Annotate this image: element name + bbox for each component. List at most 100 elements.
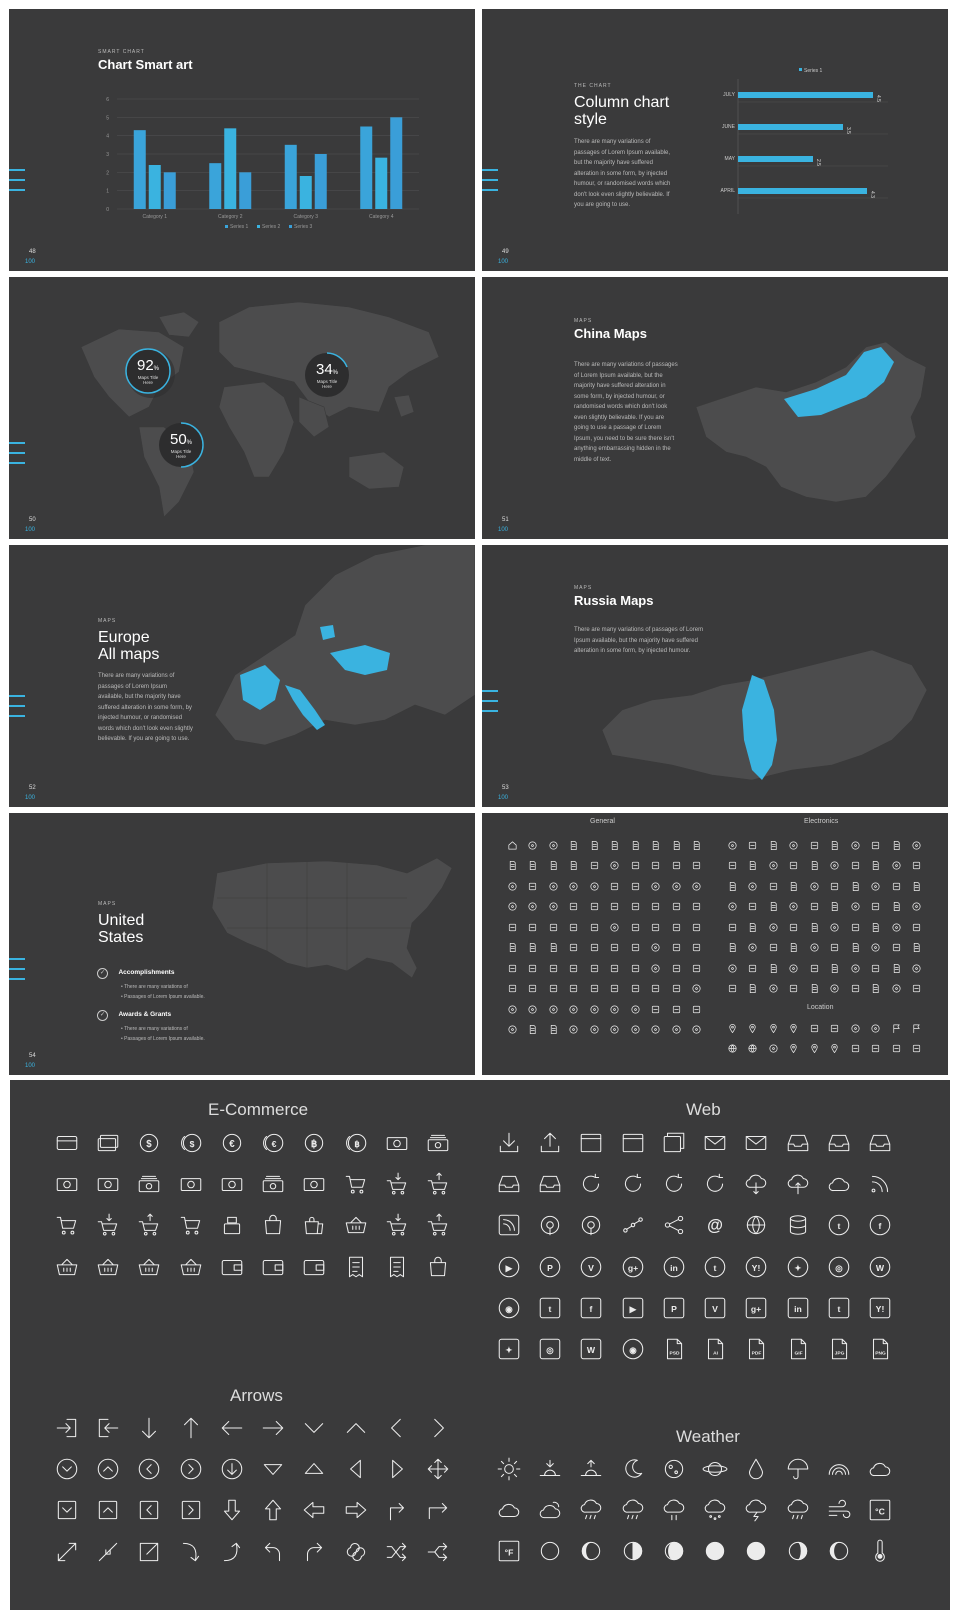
weather-drop-icon xyxy=(736,1448,777,1489)
arrows-title: Arrows xyxy=(230,1386,283,1405)
arrows-c-up-icon xyxy=(87,1448,128,1489)
slide-51[interactable]: MAPS China Maps There are many variation… xyxy=(482,277,948,539)
electronics-gen-doc-icon xyxy=(886,897,907,918)
y-tick-label: 6 xyxy=(106,97,109,103)
web-download-icon xyxy=(488,1122,529,1163)
y-tick-label: 5 xyxy=(106,115,109,121)
arrows-c-a-down-icon xyxy=(211,1448,252,1489)
web-db-icon xyxy=(777,1205,818,1246)
general-gen-circle-icon xyxy=(564,876,585,897)
electronics-gen-doc-icon xyxy=(743,979,764,1000)
web-refresh-icon xyxy=(694,1163,735,1204)
electronics-gen-square-icon xyxy=(804,958,825,979)
svg-text:P: P xyxy=(671,1304,677,1314)
svg-text:PSD: PSD xyxy=(669,1351,679,1357)
location-icon-grid xyxy=(722,1018,927,1059)
slide-kicker: MAPS xyxy=(98,618,117,624)
slide-title: Russia Maps xyxy=(574,593,654,608)
general-gen-square-icon xyxy=(666,917,687,938)
electronics-gen-square-icon xyxy=(886,876,907,897)
electronics-gen-doc-icon xyxy=(886,835,907,856)
value-label: 2.5 xyxy=(815,159,821,166)
slide-53[interactable]: MAPS Russia Maps There are many variatio… xyxy=(482,545,948,807)
electronics-gen-square-icon xyxy=(804,897,825,918)
web-social-square-icon: in xyxy=(777,1287,818,1328)
electronics-gen-circle-icon xyxy=(722,835,743,856)
ecommerce-basket-icon xyxy=(129,1246,170,1287)
slide-title: Chart Smart art xyxy=(98,57,193,72)
svg-text:in: in xyxy=(794,1304,802,1314)
general-gen-doc-icon xyxy=(543,856,564,877)
page-number: 49 xyxy=(502,249,509,255)
stat-circle-3-text: 50% Maps Title Here xyxy=(169,431,193,459)
general-gen-square-icon xyxy=(687,917,708,938)
slide-55[interactable]: General Electronics Location xyxy=(482,813,948,1075)
arrows-sq-up-icon xyxy=(87,1490,128,1531)
arrows-a-up-icon xyxy=(170,1407,211,1448)
electronics-gen-square-icon xyxy=(784,979,805,1000)
slide-kicker: MAPS xyxy=(574,318,593,324)
electronics-gen-square-icon xyxy=(743,835,764,856)
ecommerce-cart-up-icon xyxy=(418,1205,459,1246)
general-gen-house-icon xyxy=(502,835,523,856)
location-globe-icon xyxy=(743,1039,764,1060)
electronics-gen-circle-icon xyxy=(743,938,764,959)
location-gen-circle-icon xyxy=(763,1039,784,1060)
electronics-gen-doc-icon xyxy=(763,897,784,918)
arrows-fat-up-icon xyxy=(252,1490,293,1531)
svg-text:t: t xyxy=(838,1304,841,1314)
web-file-icon: AI xyxy=(694,1328,735,1369)
arrows-chev-up-icon xyxy=(335,1407,376,1448)
svg-text:W: W xyxy=(876,1262,885,1272)
web-social-square-icon: t xyxy=(529,1287,570,1328)
general-gen-square-icon xyxy=(584,958,605,979)
svg-text:f: f xyxy=(590,1304,593,1314)
general-gen-circle-icon xyxy=(502,999,523,1020)
arrows-fat-right-icon xyxy=(335,1490,376,1531)
svg-text:t: t xyxy=(548,1304,551,1314)
bar xyxy=(738,124,843,130)
web-refresh-icon xyxy=(571,1163,612,1204)
svg-text:f: f xyxy=(879,1221,882,1231)
general-gen-square-icon xyxy=(687,938,708,959)
svg-text:g+: g+ xyxy=(627,1262,637,1272)
arrows-a-right-icon xyxy=(252,1407,293,1448)
slide-52[interactable]: MAPS Europe All maps There are many vari… xyxy=(9,545,475,807)
web-nodes-icon xyxy=(612,1205,653,1246)
slide-54[interactable]: MAPS United States ✓ Accomplishments • T… xyxy=(9,813,475,1075)
electronics-gen-square-icon xyxy=(866,958,887,979)
general-gen-doc-icon xyxy=(543,938,564,959)
slide-48[interactable]: SMART CHART Chart Smart art 0 1 2 3 4 5 6 Categ… xyxy=(9,9,475,271)
slide-50[interactable]: 92% Maps Title Here 34% Maps Title Here … xyxy=(9,277,475,539)
electronics-gen-square-icon xyxy=(907,979,928,1000)
arrows-tri-down-icon xyxy=(252,1448,293,1489)
general-gen-square-icon xyxy=(646,999,667,1020)
ecommerce-cart-down-icon xyxy=(376,1205,417,1246)
page-number: 54 xyxy=(29,1053,36,1059)
location-gen-circle-icon xyxy=(866,1018,887,1039)
ecommerce-cart-icon xyxy=(46,1205,87,1246)
bar xyxy=(390,117,403,209)
electronics-gen-circle-icon xyxy=(866,876,887,897)
general-gen-doc-icon xyxy=(523,938,544,959)
electronics-gen-square-icon xyxy=(907,856,928,877)
ecommerce-bills-icon xyxy=(252,1163,293,1204)
weather-temp-box-icon: °C xyxy=(860,1489,901,1530)
electronics-gen-doc-icon xyxy=(784,938,805,959)
electronics-gen-doc-icon xyxy=(722,876,743,897)
decorative-lines xyxy=(9,169,25,199)
weather-planet-icon xyxy=(694,1448,735,1489)
slide-49[interactable]: THE CHART Column chart style There are m… xyxy=(482,9,948,271)
general-gen-square-icon xyxy=(666,958,687,979)
china-map xyxy=(695,341,927,503)
general-gen-square-icon xyxy=(625,876,646,897)
arrows-loop-icon xyxy=(335,1531,376,1572)
general-title: General xyxy=(590,818,615,825)
slide-title-line2: States xyxy=(98,929,144,946)
electronics-gen-square-icon xyxy=(845,856,866,877)
general-gen-square-icon xyxy=(625,938,646,959)
web-inbox-icon xyxy=(860,1122,901,1163)
arrows-tri-right-icon xyxy=(376,1448,417,1489)
general-gen-square-icon xyxy=(584,856,605,877)
